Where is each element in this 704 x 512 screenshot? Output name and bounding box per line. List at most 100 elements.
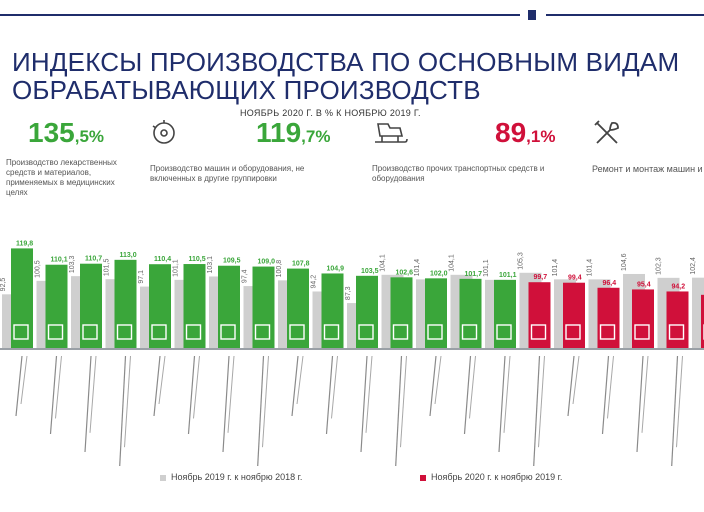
kpi-1-value: 135,5% xyxy=(28,117,105,148)
category-label-line2-11 xyxy=(365,355,373,433)
category-icons-group xyxy=(13,324,704,340)
category-label-line2-14 xyxy=(469,355,476,419)
data-label-2020-6: 110,5 xyxy=(189,256,206,263)
data-label-2020-3: 110,7 xyxy=(85,256,102,263)
data-label-2020-9: 107,8 xyxy=(292,261,310,268)
data-label-2019-16: 105,3 xyxy=(518,252,525,270)
category-label-line-7 xyxy=(222,355,230,453)
category-label-line2-1 xyxy=(20,355,28,405)
data-label-2020-7: 109,5 xyxy=(223,258,241,265)
category-label-line2-18 xyxy=(607,355,614,419)
header-rule xyxy=(0,14,520,16)
category-icon-6 xyxy=(185,324,202,340)
data-label-2020-8: 109,0 xyxy=(258,259,276,266)
category-label-line2-3 xyxy=(89,355,97,433)
category-label-line2-8 xyxy=(262,355,269,448)
kpi-1-label: Производство лекарственных средств и мат… xyxy=(6,158,117,197)
category-icon-15 xyxy=(496,324,512,340)
data-label-2020-13: 102,0 xyxy=(430,270,448,277)
bar-2020-21 xyxy=(701,294,704,349)
category-label-line2-2 xyxy=(55,355,62,419)
category-label-lines-group xyxy=(15,355,683,466)
category-label-line2-19 xyxy=(641,355,649,433)
category-label-line-8 xyxy=(257,355,265,466)
data-label-2019-6: 101,1 xyxy=(173,259,180,277)
bar-2020-20 xyxy=(666,291,689,349)
data-label-2020-19: 95,4 xyxy=(637,281,651,288)
category-label-line-13 xyxy=(429,355,437,417)
data-label-2019-3: 103,3 xyxy=(69,256,76,274)
category-icon-1 xyxy=(13,324,29,340)
data-label-2019-5: 97,1 xyxy=(138,270,145,284)
data-label-2020-17: 99,4 xyxy=(568,275,582,282)
data-label-2019-11: 87,3 xyxy=(345,286,352,300)
data-label-2019-21: 102,4 xyxy=(690,257,697,275)
kpi-4-label: Ремонт и монтаж машин и оборудования xyxy=(592,164,704,174)
category-icon-14 xyxy=(461,324,478,340)
category-label-line2-6 xyxy=(193,355,200,419)
category-label-line-19 xyxy=(636,355,644,453)
data-label-2020-11: 103,5 xyxy=(361,268,379,275)
data-label-2020-4: 113,0 xyxy=(120,252,137,259)
category-icon-17 xyxy=(565,324,581,340)
data-label-2019-18: 101,4 xyxy=(587,259,594,277)
data-label-2020-18: 96,4 xyxy=(603,280,617,287)
category-icon-11 xyxy=(358,324,374,340)
kpi-1: 135,5% Производство лекарственных средст… xyxy=(6,117,148,198)
page-title: ИНДЕКСЫ ПРОИЗВОДСТВА ПО ОСНОВНЫМ ВИДАМ О… xyxy=(12,47,680,105)
turbine-icon xyxy=(152,120,175,144)
category-icon-20 xyxy=(668,324,685,340)
kpi-2-caption: Производство машин и оборудования, не вк… xyxy=(150,158,310,184)
data-label-2019-17: 101,4 xyxy=(552,259,559,277)
category-label-line-3 xyxy=(84,355,92,453)
data-label-2019-13: 101,4 xyxy=(414,259,421,277)
category-icon-10 xyxy=(323,324,340,340)
category-icon-12 xyxy=(392,324,409,340)
data-label-2020-12: 102,6 xyxy=(396,269,414,276)
data-label-2020-14: 101,7 xyxy=(465,271,483,278)
kpi-3: 89,1% xyxy=(495,118,595,152)
category-label-line-11 xyxy=(360,355,368,453)
category-label-line-15 xyxy=(498,355,506,453)
data-label-2020-1: 119,8 xyxy=(16,240,33,247)
data-label-2019-7: 103,1 xyxy=(207,256,214,274)
data-label-2019-4: 101,5 xyxy=(104,259,111,277)
category-icon-3 xyxy=(82,324,98,340)
data-label-2019-2: 100,5 xyxy=(35,260,42,278)
data-label-2020-5: 110,4 xyxy=(154,256,171,263)
data-label-2019-14: 104,1 xyxy=(449,254,456,272)
category-label-line-10 xyxy=(325,355,334,435)
category-label-line-18 xyxy=(601,355,610,435)
legend-2020: Ноябрь 2020 г. к ноябрю 2019 г. xyxy=(420,472,562,482)
category-label-line-17 xyxy=(567,355,575,417)
data-label-2019-10: 94,2 xyxy=(311,275,318,289)
kpi-2-label: Производство машин и оборудования, не вк… xyxy=(150,164,305,183)
bar-chart: 92,5 119,8 100,5 110,1 103,3 110,7 101,5 113,0 9… xyxy=(0,240,704,466)
category-label-line-4 xyxy=(119,355,127,466)
data-label-2020-20: 94,2 xyxy=(672,283,686,290)
category-label-line2-20 xyxy=(676,355,683,448)
data-label-2020-15: 101,1 xyxy=(499,272,517,279)
category-label-line-12 xyxy=(395,355,403,466)
category-icon-5 xyxy=(151,324,167,340)
data-label-2019-1: 92,5 xyxy=(0,278,7,292)
legend-label-2020: Ноябрь 2020 г. к ноябрю 2019 г. xyxy=(431,472,563,482)
category-label-line2-7 xyxy=(227,355,235,433)
legend-swatch-gray xyxy=(160,474,166,481)
category-label-line-14 xyxy=(463,355,472,435)
data-label-2019-20: 102,3 xyxy=(656,257,663,275)
legend-label-2019: Ноябрь 2019 г. к ноябрю 2018 г. xyxy=(171,472,303,482)
kpi-2: 119,7% xyxy=(256,118,376,152)
category-icon-4 xyxy=(116,324,133,340)
kpi-4-caption: Ремонт и монтаж машин и оборудования xyxy=(592,158,704,174)
category-label-line2-5 xyxy=(158,355,166,405)
category-label-line2-9 xyxy=(296,355,304,405)
wrench-icon xyxy=(594,120,619,144)
kpi-2-value: 119,7% xyxy=(256,117,331,148)
category-label-line2-10 xyxy=(331,355,338,419)
category-icon-8 xyxy=(254,324,271,340)
category-label-line-16 xyxy=(533,355,541,466)
category-icon-9 xyxy=(289,324,305,340)
category-icon-13 xyxy=(427,324,443,340)
header-marker xyxy=(528,10,536,20)
